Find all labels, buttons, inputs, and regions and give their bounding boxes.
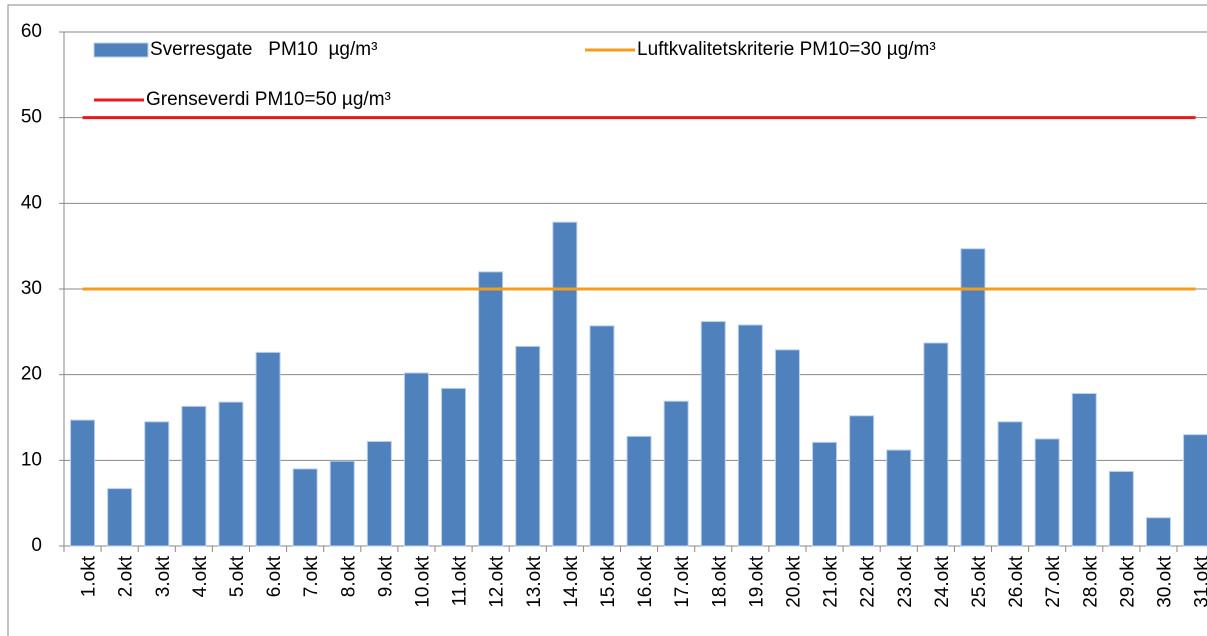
legend-label: Grenseverdi PM10=50 µg/m³ (146, 89, 391, 110)
bar (1071, 393, 1097, 547)
y-tick-label: 10 (21, 449, 42, 470)
bar (181, 405, 207, 547)
x-tick-label: 2.okt (116, 555, 137, 597)
legend-label: Luftkvalitetskriterie PM10=30 µg/m³ (637, 39, 936, 60)
x-tick-label: 18.okt (709, 555, 730, 607)
x-tick-label: 26.okt (1006, 555, 1027, 607)
bar (107, 488, 133, 547)
x-tick-label: 4.okt (190, 555, 211, 597)
bar (960, 248, 986, 547)
x-tick-label: 14.okt (561, 555, 582, 607)
y-tick-label: 40 (21, 192, 42, 213)
bar (849, 415, 875, 547)
x-tick-label: 20.okt (783, 555, 804, 607)
x-tick-label: 27.okt (1043, 555, 1064, 607)
y-tick-label: 0 (31, 535, 42, 556)
x-tick-label: 3.okt (153, 555, 174, 597)
x-tick-label: 16.okt (635, 555, 656, 607)
x-tick-label: 22.okt (858, 555, 879, 607)
bar (626, 435, 652, 547)
bar (478, 271, 504, 547)
bar (1034, 438, 1060, 547)
x-tick-label: 28.okt (1080, 555, 1101, 607)
x-tick-label: 19.okt (746, 555, 767, 607)
bar (441, 387, 467, 547)
bar (774, 349, 800, 547)
bar (366, 440, 392, 547)
bar (700, 321, 726, 547)
x-tick-label: 24.okt (932, 555, 953, 607)
bar (1108, 470, 1134, 547)
x-tick-label: 25.okt (969, 555, 990, 607)
x-tick-label: 10.okt (412, 555, 433, 607)
x-tick-label: 8.okt (338, 555, 359, 597)
legend-label: Sverresgate PM10 µg/m³ (150, 39, 377, 60)
bar (812, 441, 838, 547)
bar (70, 419, 96, 547)
x-tick-label: 15.okt (598, 555, 619, 607)
bar (515, 345, 541, 547)
legend-swatch (93, 42, 149, 58)
chart-frame (7, 4, 1207, 636)
x-tick-label: 13.okt (524, 555, 545, 607)
bar (144, 421, 170, 547)
x-tick-label: 21.okt (821, 555, 842, 607)
bar (737, 324, 763, 547)
bar (403, 372, 429, 547)
x-tick-label: 6.okt (264, 555, 285, 597)
bar (589, 325, 615, 547)
x-tick-label: 1.okt (79, 555, 100, 597)
y-tick-label: 50 (21, 107, 42, 128)
x-tick-label: 29.okt (1117, 555, 1138, 607)
x-tick-label: 31.okt (1192, 555, 1207, 607)
x-tick-label: 9.okt (375, 555, 396, 597)
bar (886, 449, 912, 547)
bar (292, 468, 318, 547)
bar (552, 221, 578, 547)
bar (218, 401, 244, 547)
bar (1145, 517, 1171, 547)
y-tick-label: 30 (21, 278, 42, 299)
y-tick-label: 20 (21, 364, 42, 385)
x-tick-label: 23.okt (895, 555, 916, 607)
x-tick-label: 30.okt (1154, 555, 1175, 607)
bar (1183, 434, 1207, 547)
bar (923, 342, 949, 547)
bar (329, 460, 355, 547)
x-tick-label: 11.okt (450, 555, 471, 606)
x-tick-label: 12.okt (487, 555, 508, 607)
y-tick-label: 60 (21, 21, 42, 42)
x-tick-label: 7.okt (301, 555, 322, 597)
bar (663, 400, 689, 547)
bar (997, 421, 1023, 547)
x-tick-label: 5.okt (227, 555, 248, 597)
bar (255, 351, 281, 547)
x-tick-label: 17.okt (672, 555, 693, 607)
